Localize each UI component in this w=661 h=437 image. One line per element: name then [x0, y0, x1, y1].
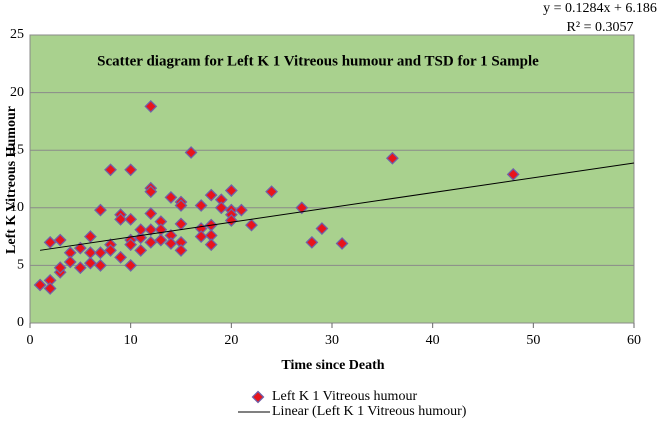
- x-tick-label: 0: [27, 333, 34, 348]
- point: [83, 256, 97, 270]
- point: [144, 207, 158, 220]
- point: [224, 214, 238, 227]
- y-tick-label: 10: [10, 200, 24, 215]
- point: [506, 167, 520, 181]
- point: [204, 188, 218, 202]
- x-tick-label: 60: [627, 333, 641, 348]
- y-tick-label: 5: [17, 258, 24, 273]
- point: [104, 244, 117, 257]
- point: [73, 261, 87, 275]
- y-tick-label: 25: [10, 27, 24, 42]
- point: [315, 222, 329, 235]
- point: [114, 212, 128, 226]
- x-tick-label: 30: [325, 333, 339, 348]
- point: [124, 258, 138, 272]
- x-tick-label: 20: [224, 333, 238, 348]
- point: [63, 255, 77, 269]
- point: [154, 233, 168, 247]
- point: [204, 238, 218, 252]
- equation: y = 0.1284x + 6.186: [543, 1, 657, 16]
- legend-label: Left K 1 Vitreous humour: [272, 389, 417, 404]
- point: [214, 201, 228, 215]
- point: [124, 212, 138, 226]
- point: [53, 233, 67, 247]
- x-tick-label: 40: [426, 333, 440, 348]
- point: [144, 235, 158, 249]
- point: [53, 261, 67, 275]
- point: [164, 237, 178, 250]
- point: [295, 201, 309, 215]
- point: [245, 218, 258, 232]
- point: [43, 282, 57, 295]
- point: [124, 238, 138, 252]
- legend-marker: [251, 390, 265, 404]
- point: [73, 241, 87, 255]
- point: [83, 246, 97, 260]
- r-squared: R² = 0.3057: [567, 20, 634, 35]
- plot-area: [29, 34, 635, 324]
- y-tick-label: 0: [17, 315, 24, 330]
- point: [385, 151, 399, 165]
- point: [144, 223, 158, 237]
- y-tick-label: 20: [10, 85, 24, 100]
- point: [144, 185, 158, 199]
- point: [234, 203, 248, 217]
- trendline: [39, 162, 635, 251]
- point: [124, 163, 138, 177]
- point: [94, 258, 107, 272]
- x-tick-label: 50: [526, 333, 540, 348]
- legend-label: Linear (Left K 1 Vitreous humour): [272, 404, 467, 419]
- point: [33, 278, 47, 292]
- point: [114, 250, 128, 264]
- point: [305, 235, 319, 249]
- point: [94, 203, 107, 217]
- point: [83, 230, 97, 244]
- y-tick-label: 15: [10, 142, 24, 157]
- point: [104, 163, 117, 177]
- point: [265, 185, 279, 199]
- point: [43, 235, 57, 249]
- point: [194, 199, 208, 212]
- point: [144, 100, 158, 113]
- x-axis-label: Time since Death: [281, 358, 384, 373]
- y-axis-label: Left K Vitreous Humour: [4, 106, 19, 254]
- point: [174, 244, 188, 257]
- point: [335, 237, 349, 250]
- point: [174, 199, 188, 212]
- point: [164, 191, 178, 204]
- chart-title: Scatter diagram for Left K 1 Vitreous hu…: [97, 53, 539, 69]
- point: [94, 246, 107, 260]
- point: [194, 230, 208, 244]
- point: [184, 146, 198, 159]
- point: [224, 184, 238, 197]
- point: [134, 244, 148, 257]
- x-tick-label: 10: [124, 333, 138, 348]
